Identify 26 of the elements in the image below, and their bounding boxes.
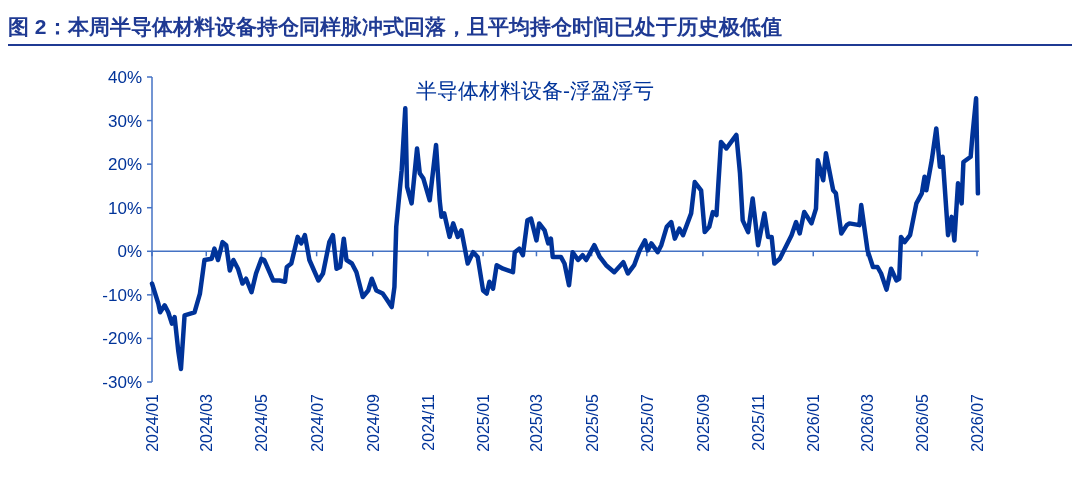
y-tick-label: 10% bbox=[107, 198, 142, 218]
x-tick-label: 2024/11 bbox=[419, 393, 437, 451]
x-tick-label: 2026/01 bbox=[805, 393, 823, 452]
x-tick-label: 2025/05 bbox=[583, 393, 601, 452]
x-tick-label: 2026/05 bbox=[913, 393, 931, 452]
x-tick-label: 2025/03 bbox=[528, 393, 546, 452]
y-tick-label: -10% bbox=[102, 285, 142, 305]
x-tick-label: 2026/03 bbox=[858, 393, 876, 452]
x-tick-label: 2025/09 bbox=[694, 393, 712, 452]
x-tick-label: 2024/07 bbox=[308, 393, 326, 452]
y-tick-label: 20% bbox=[107, 155, 142, 175]
x-tick-label: 2024/09 bbox=[364, 393, 382, 452]
x-tick-label: 2024/05 bbox=[253, 393, 271, 452]
y-tick-label: 30% bbox=[107, 111, 142, 131]
y-tick-label: -20% bbox=[102, 329, 142, 349]
x-tick-label: 2025/11 bbox=[750, 393, 768, 451]
x-tick-label: 2025/01 bbox=[475, 393, 493, 452]
y-tick-label: 0% bbox=[117, 242, 142, 262]
x-tick-label: 2025/07 bbox=[638, 393, 656, 452]
legend: 半导体材料设备-浮盈浮亏 bbox=[416, 79, 654, 102]
x-tick-label: 2024/03 bbox=[198, 393, 216, 452]
title: 图 2：本周半导体材料设备持仓同样脉冲式回落，且平均持仓时间已处于历史极低值 bbox=[8, 15, 782, 38]
x-tick-label: 2024/01 bbox=[144, 393, 161, 452]
y-tick-label: 40% bbox=[107, 68, 142, 87]
x-tick-label: 2026/07 bbox=[969, 393, 986, 452]
y-tick-label: -30% bbox=[102, 373, 142, 392]
